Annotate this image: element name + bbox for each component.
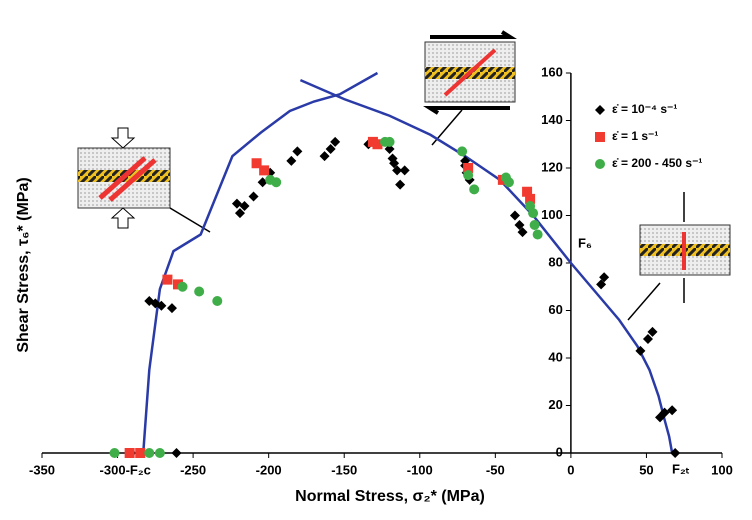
point [659,407,670,418]
point [596,279,607,290]
x-tick-label: -350 [29,462,55,477]
point [525,193,536,204]
legend-label: ε̇ = 1 s⁻¹ [612,129,658,143]
point [194,286,205,297]
y-tick-label: 0 [556,444,563,459]
legend-marker [595,132,605,142]
point [514,220,525,230]
point [177,281,188,292]
point [109,448,120,458]
point [257,177,268,188]
point [154,448,165,458]
point [144,448,155,458]
legend-label: ε̇ = 10⁻⁴ s⁻¹ [612,102,677,116]
point [171,448,182,458]
point [234,208,245,219]
y-tick-label: 80 [548,254,562,269]
tension-icon [627,192,731,321]
point [124,448,135,458]
point [528,208,539,219]
point [372,139,383,150]
point [239,201,250,211]
point [635,345,646,356]
x-tick-label: -50 [486,462,505,477]
x-tick-label: -200 [256,462,282,477]
point [384,136,395,147]
point [286,155,297,166]
point [469,184,480,195]
point [271,177,282,188]
point [173,279,183,290]
annotation: F₂ₜ [672,461,690,476]
point [529,220,540,230]
point [395,179,406,190]
point [384,144,395,154]
point [330,136,341,147]
annotation: F₆ [578,235,592,250]
x-tick-label: -300-F₂c [100,462,151,477]
point [399,165,410,176]
y-axis-title: Shear Stress, τ₆* (MPa) [15,177,32,352]
point [319,151,330,162]
x-tick-label: 0 [567,462,574,477]
x-tick-label: 100 [711,462,733,477]
point [457,146,468,157]
point [231,198,242,209]
point [509,210,520,221]
legend-marker [595,159,605,169]
legend-label: ε̇ = 200 - 450 s⁻¹ [612,156,702,170]
point [517,227,528,238]
point [292,146,303,157]
y-tick-label: 120 [541,159,563,174]
y-tick-label: 100 [541,207,563,222]
y-tick-label: 140 [541,112,563,127]
point [162,274,173,285]
y-tick-label: 160 [541,64,563,79]
point [259,165,270,176]
point [135,448,146,458]
point [463,163,474,173]
point [599,272,610,283]
y-tick-label: 60 [548,302,562,317]
point [212,296,223,306]
point [670,448,681,458]
point [503,177,514,188]
compression-icon [77,127,211,233]
legend-marker [595,105,605,115]
y-tick-label: 20 [548,397,562,412]
point [389,158,400,169]
point [642,334,653,344]
fit-curve [299,78,674,454]
point [166,303,177,314]
y-tick-label: 40 [548,349,562,364]
shear-icon [423,30,517,146]
x-axis-title: Normal Stress, σ₂* (MPa) [295,488,485,505]
x-tick-label: -100 [407,462,433,477]
point [522,186,533,197]
x-tick-label: 50 [639,462,653,477]
point [463,170,474,181]
point [248,191,259,202]
x-tick-label: -150 [331,462,357,477]
point [647,326,658,337]
point [251,158,262,169]
x-tick-label: -250 [180,462,206,477]
point [325,144,336,154]
point [156,300,167,311]
point [532,229,543,240]
fit-curve [141,71,379,454]
point [667,405,678,416]
point [392,165,403,176]
